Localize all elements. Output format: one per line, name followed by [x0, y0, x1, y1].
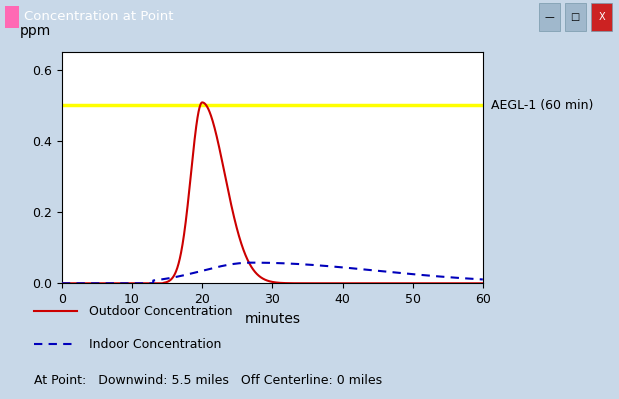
Bar: [5, 6, 19, 28]
Text: Outdoor Concentration: Outdoor Concentration: [89, 305, 232, 318]
Text: Indoor Concentration: Indoor Concentration: [89, 338, 221, 351]
Text: —: —: [544, 12, 554, 22]
X-axis label: minutes: minutes: [245, 312, 300, 326]
Text: Concentration at Point: Concentration at Point: [24, 10, 173, 24]
FancyBboxPatch shape: [539, 4, 560, 30]
FancyBboxPatch shape: [565, 4, 586, 30]
Text: At Point:   Downwind: 5.5 miles   Off Centerline: 0 miles: At Point: Downwind: 5.5 miles Off Center…: [34, 374, 382, 387]
Text: ppm: ppm: [20, 24, 51, 38]
FancyBboxPatch shape: [591, 4, 612, 30]
Text: □: □: [571, 12, 579, 22]
Text: X: X: [599, 12, 605, 22]
Text: AEGL-1 (60 min): AEGL-1 (60 min): [491, 99, 594, 112]
